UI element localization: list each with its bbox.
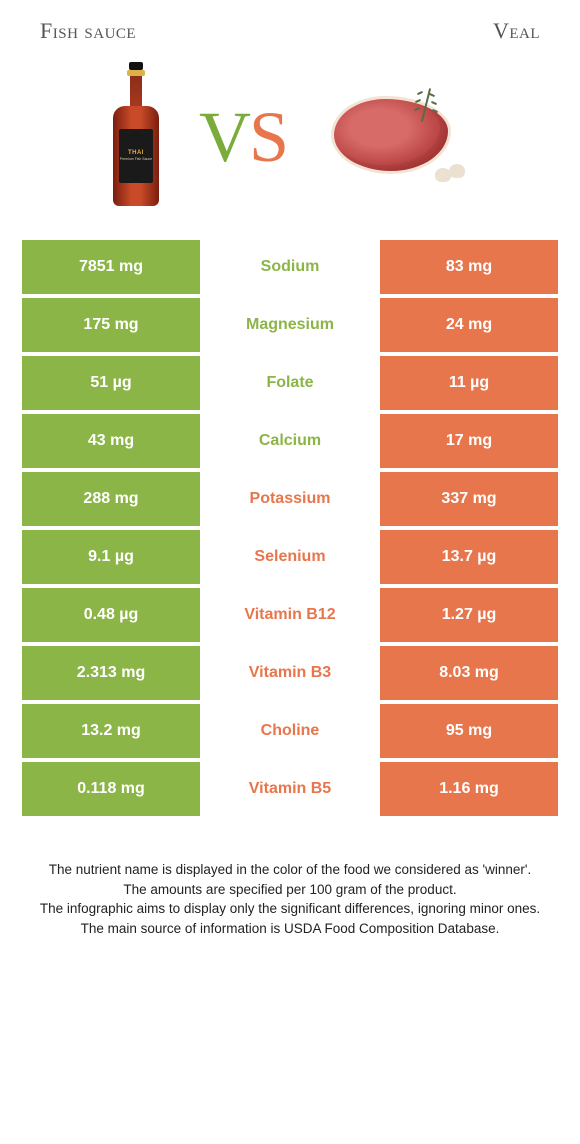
bottle-sub: Premium Fish Sauce: [120, 158, 152, 162]
table-row: 7851 mgSodium83 mg: [22, 240, 558, 294]
value-left: 9.1 µg: [22, 530, 200, 584]
steak-icon: [327, 92, 467, 182]
value-left: 2.313 mg: [22, 646, 200, 700]
table-row: 175 mgMagnesium24 mg: [22, 298, 558, 352]
value-right: 17 mg: [380, 414, 558, 468]
value-left: 43 mg: [22, 414, 200, 468]
title-right: Veal: [493, 18, 540, 44]
table-row: 0.48 µgVitamin B121.27 µg: [22, 588, 558, 642]
value-left: 288 mg: [22, 472, 200, 526]
fish-sauce-image: THAI Premium Fish Sauce: [113, 62, 159, 212]
value-right: 11 µg: [380, 356, 558, 410]
footer-line-3: The infographic aims to display only the…: [20, 899, 560, 919]
value-left: 175 mg: [22, 298, 200, 352]
table-row: 288 mgPotassium337 mg: [22, 472, 558, 526]
table-row: 9.1 µgSelenium13.7 µg: [22, 530, 558, 584]
value-right: 1.27 µg: [380, 588, 558, 642]
value-right: 83 mg: [380, 240, 558, 294]
value-right: 24 mg: [380, 298, 558, 352]
bottle-brand: THAI: [128, 150, 144, 156]
value-left: 13.2 mg: [22, 704, 200, 758]
table-row: 43 mgCalcium17 mg: [22, 414, 558, 468]
value-right: 13.7 µg: [380, 530, 558, 584]
nutrient-name: Magnesium: [200, 316, 380, 334]
nutrient-name: Vitamin B5: [200, 780, 380, 798]
hero-row: THAI Premium Fish Sauce VS: [0, 52, 580, 240]
footer-line-1: The nutrient name is displayed in the co…: [20, 860, 560, 880]
table-row: 2.313 mgVitamin B38.03 mg: [22, 646, 558, 700]
value-left: 0.118 mg: [22, 762, 200, 816]
footer-line-2: The amounts are specified per 100 gram o…: [20, 880, 560, 900]
value-left: 0.48 µg: [22, 588, 200, 642]
bottle-icon: THAI Premium Fish Sauce: [113, 62, 159, 212]
title-left: Fish sauce: [40, 18, 136, 44]
table-row: 13.2 mgCholine95 mg: [22, 704, 558, 758]
nutrient-name: Potassium: [200, 490, 380, 508]
nutrient-name: Choline: [200, 722, 380, 740]
veal-image: [327, 62, 467, 212]
nutrient-name: Sodium: [200, 258, 380, 276]
vs-v: V: [199, 97, 249, 177]
nutrient-name: Calcium: [200, 432, 380, 450]
nutrient-name: Folate: [200, 374, 380, 392]
value-left: 51 µg: [22, 356, 200, 410]
nutrient-name: Vitamin B3: [200, 664, 380, 682]
value-left: 7851 mg: [22, 240, 200, 294]
titles-row: Fish sauce Veal: [0, 0, 580, 52]
value-right: 337 mg: [380, 472, 558, 526]
vs-s: S: [249, 97, 287, 177]
footer-notes: The nutrient name is displayed in the co…: [0, 816, 580, 962]
table-row: 0.118 mgVitamin B51.16 mg: [22, 762, 558, 816]
value-right: 1.16 mg: [380, 762, 558, 816]
value-right: 8.03 mg: [380, 646, 558, 700]
footer-line-4: The main source of information is USDA F…: [20, 919, 560, 939]
nutrient-name: Selenium: [200, 548, 380, 566]
vs-label: VS: [199, 96, 287, 179]
value-right: 95 mg: [380, 704, 558, 758]
nutrient-table: 7851 mgSodium83 mg175 mgMagnesium24 mg51…: [0, 240, 580, 816]
nutrient-name: Vitamin B12: [200, 606, 380, 624]
table-row: 51 µgFolate11 µg: [22, 356, 558, 410]
